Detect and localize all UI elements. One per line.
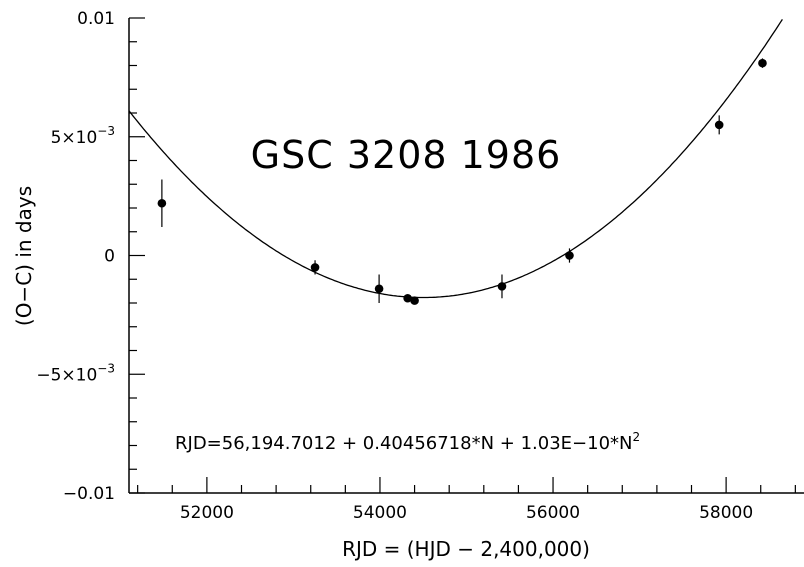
data-point (310, 263, 320, 272)
y-tick-label-base: 5×10 (51, 128, 98, 148)
data-point (497, 282, 507, 291)
y-axis-title: (O−C) in days (12, 186, 36, 326)
ephemeris-equation: RJD=56,194.7012 + 0.40456718*N + 1.03E−1… (175, 430, 640, 454)
y-tick-label: −0.01 (63, 484, 115, 504)
y-tick-label-base: 0 (104, 247, 115, 267)
data-point (758, 58, 767, 68)
y-tick-label-exponent: −3 (97, 361, 115, 375)
y-tick-label: 0.01 (77, 9, 115, 29)
y-tick-label-base: 0.01 (77, 9, 115, 29)
y-tick-label: 5×10−3 (51, 124, 115, 148)
x-tick-label: 52000 (180, 503, 234, 523)
data-point (410, 296, 419, 305)
y-ticks: 0.015×10−30−5×10−3−0.01 (36, 9, 145, 504)
y-tick-label: 0 (104, 247, 115, 267)
data-point (403, 293, 412, 303)
data-point (565, 251, 574, 260)
y-tick-label-exponent: −3 (97, 124, 115, 138)
equation-exponent: 2 (632, 430, 640, 444)
star-annotation: GSC 3208 1986 (251, 133, 562, 177)
equation-base: RJD=56,194.7012 + 0.40456718*N + 1.03E−1… (175, 433, 632, 454)
y-tick-label: −5×10−3 (36, 361, 115, 385)
fit-curve (128, 19, 783, 299)
x-ticks: 52000 54000 56000 58000 (137, 477, 796, 523)
x-tick-label: 58000 (699, 503, 753, 523)
plot-frame (128, 18, 804, 494)
y-tick-label-base: −0.01 (63, 484, 115, 504)
x-axis-title: RJD = (HJD − 2,400,000) (342, 537, 590, 561)
data-point (714, 120, 724, 130)
y-tick-label-base: −5×10 (36, 365, 97, 385)
data-points (157, 58, 767, 305)
data-point (374, 284, 384, 294)
data-point (157, 198, 167, 208)
x-tick-label: 56000 (526, 503, 580, 523)
x-tick-label: 54000 (353, 503, 407, 523)
